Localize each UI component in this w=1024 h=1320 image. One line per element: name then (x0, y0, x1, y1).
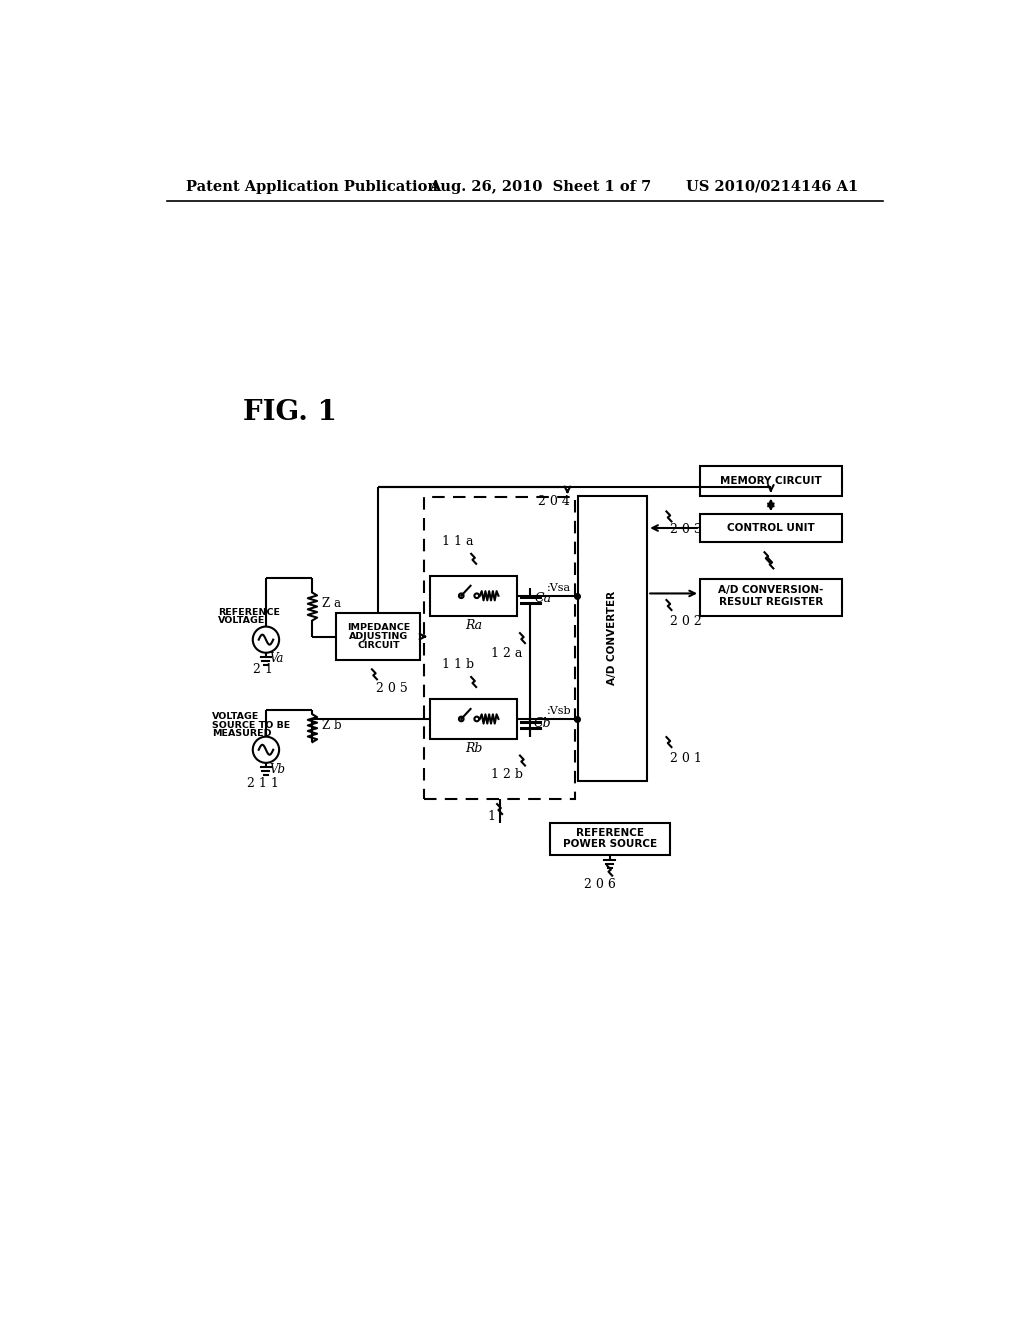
Bar (700, 515, 842, 543)
Text: Patent Application Publication: Patent Application Publication (186, 180, 438, 194)
Text: FIG. 1: FIG. 1 (243, 399, 337, 426)
Text: Va: Va (269, 652, 284, 665)
Text: RESULT REGISTER: RESULT REGISTER (719, 597, 823, 607)
Text: 2 0 3: 2 0 3 (670, 523, 701, 536)
Text: 2 0 6: 2 0 6 (585, 878, 616, 891)
Text: POWER SOURCE: POWER SOURCE (562, 838, 656, 849)
Text: MEASURED: MEASURED (212, 729, 271, 738)
Text: Z b: Z b (322, 718, 341, 731)
Text: :Vsa: :Vsa (547, 583, 571, 593)
Bar (700, 578, 842, 615)
Text: Z a: Z a (322, 597, 341, 610)
Text: 1 2 b: 1 2 b (490, 768, 523, 781)
Text: 2 1 1: 2 1 1 (247, 777, 279, 791)
Text: SOURCE TO BE: SOURCE TO BE (212, 721, 290, 730)
Text: Ca: Ca (535, 593, 551, 606)
Text: :Vsb: :Vsb (547, 706, 571, 717)
Text: 2 1: 2 1 (253, 663, 272, 676)
Text: MEMORY CIRCUIT: MEMORY CIRCUIT (720, 477, 821, 486)
Text: Ra: Ra (465, 619, 482, 631)
Bar (430, 700, 517, 739)
Text: REFERENCE: REFERENCE (575, 828, 644, 838)
Bar (550, 822, 670, 855)
Text: 1 1 b: 1 1 b (442, 657, 474, 671)
Text: 2 0 4: 2 0 4 (538, 495, 569, 508)
Bar (578, 496, 647, 780)
Bar (424, 498, 575, 799)
Text: A/D CONVERSION-: A/D CONVERSION- (718, 585, 823, 595)
Text: 2 0 2: 2 0 2 (670, 615, 701, 628)
Text: 2 0 1: 2 0 1 (670, 752, 701, 766)
Text: VOLTAGE: VOLTAGE (212, 713, 259, 721)
Text: CIRCUIT: CIRCUIT (357, 642, 399, 651)
Bar (430, 576, 517, 615)
Text: 1: 1 (487, 810, 496, 824)
Text: 1 2 a: 1 2 a (492, 647, 522, 660)
Text: IMPEDANCE: IMPEDANCE (347, 623, 410, 632)
Text: A/D CONVERTER: A/D CONVERTER (607, 591, 617, 685)
Text: VOLTAGE: VOLTAGE (218, 616, 265, 624)
Text: REFERENCE: REFERENCE (218, 609, 280, 618)
Text: US 2010/0214146 A1: US 2010/0214146 A1 (686, 180, 858, 194)
Text: Vb: Vb (269, 763, 285, 776)
Bar (337, 612, 420, 660)
Text: ADJUSTING: ADJUSTING (349, 632, 408, 642)
Text: CONTROL UNIT: CONTROL UNIT (727, 523, 815, 533)
Text: 2 0 5: 2 0 5 (377, 681, 409, 694)
Bar (700, 466, 842, 496)
Text: Cb: Cb (534, 717, 552, 730)
Text: Aug. 26, 2010  Sheet 1 of 7: Aug. 26, 2010 Sheet 1 of 7 (429, 180, 651, 194)
Text: Rb: Rb (465, 742, 482, 755)
Text: 1 1 a: 1 1 a (442, 535, 474, 548)
